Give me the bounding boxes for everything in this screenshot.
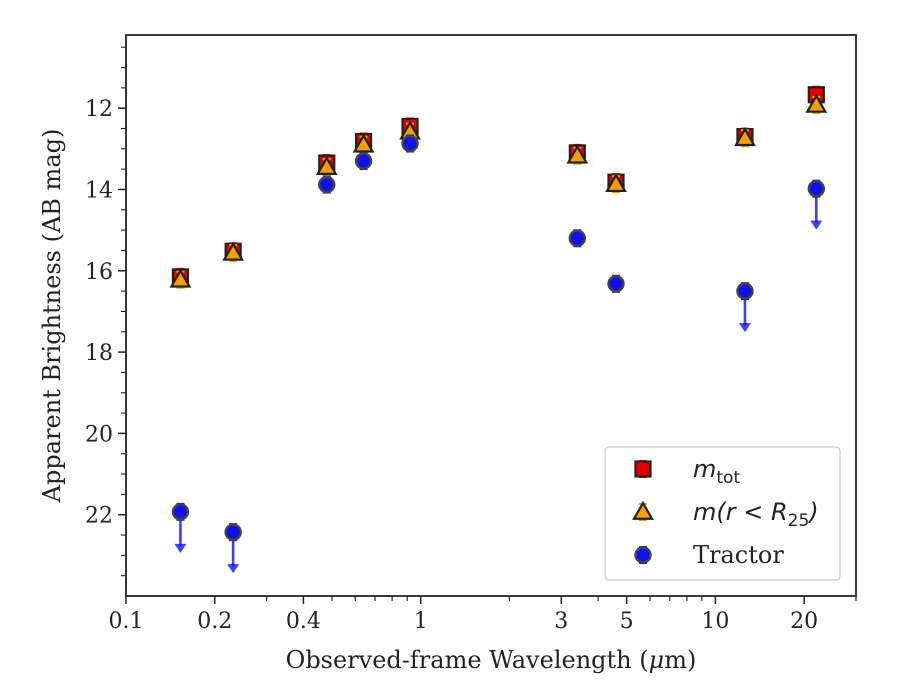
legend-marker-mtot: [634, 460, 652, 478]
series-mtot: [171, 85, 825, 286]
plot-frame: [125, 34, 857, 597]
x-tick-label: 0.2: [197, 609, 232, 634]
legend-entry-m_r25: m(r < R25): [632, 498, 819, 531]
m_r25-point: [566, 144, 589, 164]
tractor-point: [224, 523, 242, 541]
tractor-point: [736, 282, 754, 300]
legend: mtot m(r < R25) Tractor: [604, 446, 841, 581]
m_r25-point: [352, 133, 375, 153]
legend-label-tractor: Tractor: [693, 541, 784, 569]
m_r25-point: [605, 172, 627, 193]
tractor-point: [318, 175, 336, 194]
tractor-point: [807, 179, 826, 198]
m_r25-point: [734, 127, 756, 147]
y-tick-label: 14: [85, 178, 113, 203]
series-m_r25: [169, 93, 828, 289]
tractor-point: [354, 152, 373, 170]
x-axis: 0.1 0.2 0.4 1 3 5 10 20: [109, 596, 857, 634]
series-tractor: [171, 134, 826, 574]
tractor-point: [568, 229, 587, 247]
upper-limit-arrowhead: [227, 564, 240, 574]
y-tick-label: 22: [85, 504, 113, 529]
y-tick-label: 20: [85, 422, 113, 447]
x-tick-label: 0.1: [109, 609, 144, 634]
legend-marker-tractor: [634, 546, 652, 564]
legend-marker-m_r25: [632, 500, 654, 520]
legend-label-m_r25: m(r < R25): [693, 498, 819, 531]
m_r25-point: [169, 268, 192, 288]
x-tick-label: 20: [790, 609, 818, 634]
plot-area: [169, 85, 828, 574]
x-tick-label: 1: [414, 609, 428, 634]
legend-entry-mtot: mtot: [634, 455, 740, 488]
tractor-point: [171, 503, 190, 521]
y-tick-label: 18: [85, 341, 113, 366]
y-axis-label: Apparent Brightness (AB mag): [38, 129, 66, 504]
m_r25-point: [315, 155, 338, 175]
x-tick-label: 0.4: [286, 609, 321, 634]
tractor-point: [607, 275, 625, 293]
x-tick-label: 10: [701, 609, 729, 634]
x-tick-label: 5: [620, 609, 634, 634]
m_r25-point: [222, 241, 245, 261]
y-tick-label: 12: [85, 97, 113, 122]
y-tick-label: 16: [85, 260, 113, 285]
legend-entry-tractor: Tractor: [634, 541, 784, 569]
x-tick-label: 3: [554, 609, 568, 634]
legend-label-mtot: mtot: [693, 455, 740, 488]
m_r25-point: [805, 93, 828, 113]
upper-limit-arrowhead: [174, 543, 187, 553]
legend-box: [604, 446, 841, 581]
tractor-point: [401, 134, 419, 153]
y-axis: 12 14 16 18 20 22: [85, 46, 126, 577]
upper-limit-arrowhead: [810, 220, 823, 230]
x-axis-label: Observed-frame Wavelength (μm): [286, 646, 697, 674]
upper-limit-arrowhead: [738, 323, 751, 333]
